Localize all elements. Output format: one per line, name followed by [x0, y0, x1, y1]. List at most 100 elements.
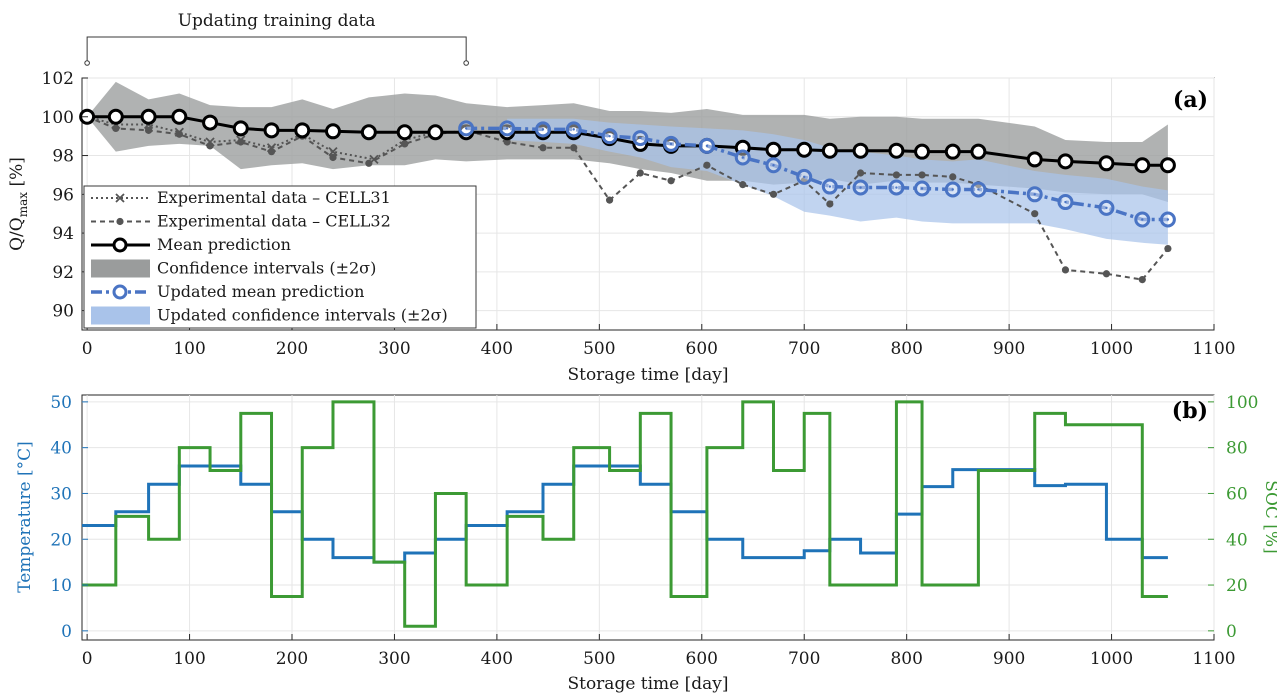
- y-tick-label: 96: [52, 185, 74, 205]
- x-tick-label: 200: [276, 339, 308, 359]
- x-tick-label: 800: [890, 649, 922, 669]
- updated-mean-center: [920, 187, 924, 190]
- cell32-point: [1031, 210, 1039, 218]
- cell32-point: [826, 200, 834, 208]
- x-tick-label: 300: [378, 339, 410, 359]
- updated-mean-center: [669, 142, 673, 146]
- mean-point: [360, 124, 377, 141]
- cell32-point: [769, 190, 778, 198]
- temp-tick-label: 20: [50, 530, 72, 550]
- cell31-point: [328, 147, 338, 157]
- x-tick-label: 100: [173, 339, 205, 359]
- mean-point: [888, 142, 905, 159]
- legend-label: Updated mean prediction: [157, 282, 364, 301]
- legend-label: Mean prediction: [157, 235, 291, 254]
- temp-tick-label: 40: [50, 439, 72, 459]
- cell32-point: [267, 148, 276, 156]
- panel-b-x-ticks: 0 100 200 300 400 500 600 700 800 900 1000 1100: [82, 634, 1236, 669]
- bracket-label: Updating training data: [178, 11, 376, 31]
- cell32-point: [949, 173, 957, 181]
- mean-point: [202, 114, 219, 131]
- x-tick-label: 1000: [1090, 649, 1133, 669]
- panel-b-axes-box: [81, 394, 1215, 641]
- legend-items: Experimental data – CELL31 Experimental d…: [91, 188, 448, 325]
- soc-line: [82, 400, 1168, 628]
- soc-axis-label: SOC [%]: [1261, 480, 1277, 553]
- mean-point: [765, 141, 782, 158]
- updated-mean-center: [1033, 193, 1036, 196]
- panel-a-y-axis-label: Q/Qmax [%]: [7, 157, 30, 251]
- x-tick-label: 1100: [1192, 339, 1235, 359]
- panel-a-label: (a): [1173, 87, 1208, 113]
- legend-marker-cell31: [115, 193, 125, 203]
- updated-mean-center: [639, 136, 642, 140]
- x-tick-label: 500: [583, 339, 615, 359]
- panel-a-plot: 0 100 200 300 400 500 600 700 800 900 1000 1100 909…: [7, 11, 1236, 385]
- soc-tick-label: 40: [1226, 530, 1248, 550]
- mean-point: [294, 122, 311, 139]
- mean-point: [263, 122, 280, 139]
- y-axis-label-main: Q/Q: [7, 217, 27, 251]
- cell32-point: [667, 177, 675, 185]
- updated-mean-line: [466, 126, 1168, 222]
- training-bracket: [84, 36, 469, 66]
- panel-a-x-axis-label: Storage time [day]: [567, 365, 728, 385]
- cell32-point: [918, 171, 926, 179]
- x-tick-label: 0: [82, 649, 93, 669]
- bracket-line: [86, 36, 467, 62]
- panel-b-right-ticks: 0 20 40 60 80 100: [1208, 393, 1258, 642]
- panel-a-lines: [79, 108, 1176, 284]
- x-tick-label: 1000: [1090, 339, 1133, 359]
- temperature-axis-label: Temperature [°C]: [15, 441, 35, 593]
- x-tick-label: 300: [378, 649, 410, 669]
- soc-tick-label: 0: [1226, 622, 1237, 642]
- y-tick-label: 102: [42, 69, 74, 89]
- updated-mean-center: [572, 128, 575, 131]
- legend-label: Confidence intervals (±2σ): [157, 259, 376, 278]
- legend-label: Updated confidence intervals (±2σ): [157, 306, 448, 325]
- mean-point: [427, 124, 444, 141]
- cell32-point: [739, 181, 747, 189]
- updated-mean-center: [1064, 200, 1067, 204]
- y-tick-label: 98: [52, 147, 74, 167]
- panel-a-x-ticks: 0 100 200 300 400 500 600 700 800 900 1000 1100: [82, 324, 1236, 359]
- cell32-point: [1138, 276, 1146, 284]
- updated-mean-center: [1105, 206, 1108, 210]
- bracket-end-right: [463, 60, 469, 66]
- cell32-point: [365, 159, 373, 167]
- legend-marker-umean: [112, 284, 128, 300]
- updated-mean-center: [828, 185, 832, 188]
- x-tick-label: 600: [686, 649, 718, 669]
- mean-point: [821, 142, 838, 159]
- temp-tick-label: 0: [61, 622, 72, 642]
- updated-mean-center: [464, 127, 468, 130]
- mean-point: [107, 108, 124, 125]
- updated-mean-center: [505, 127, 509, 130]
- y-axis-label-unit: [%]: [7, 157, 27, 192]
- cell32-point: [112, 124, 120, 132]
- x-tick-label: 0: [82, 339, 93, 359]
- y-tick-label: 94: [52, 224, 74, 244]
- cell32-point: [1061, 266, 1070, 274]
- updated-mean-center: [977, 188, 980, 191]
- mean-point: [796, 141, 813, 158]
- legend-swatch-uci: [91, 306, 150, 325]
- updated-mean-center: [1141, 218, 1144, 221]
- mean-point: [140, 108, 157, 125]
- cell32-point: [892, 171, 901, 179]
- panel-b-left-ticks: 0 10 20 30 40 50: [50, 393, 88, 642]
- mean-point: [852, 142, 869, 159]
- updated-mean-center: [705, 144, 709, 148]
- mean-point: [1134, 157, 1151, 174]
- cell31-line: [86, 115, 436, 161]
- x-tick-label: 1100: [1192, 649, 1235, 669]
- cell32-point: [401, 140, 409, 148]
- legend: Experimental data – CELL31 Experimental d…: [83, 185, 477, 329]
- cell32-line: [86, 115, 1169, 281]
- y-axis-label-sub: max: [16, 192, 30, 218]
- x-tick-label: 600: [686, 339, 718, 359]
- panel-b-label: (b): [1172, 398, 1208, 424]
- mean-point: [324, 123, 341, 140]
- x-tick-label: 500: [583, 649, 615, 669]
- updated-mean-center: [772, 164, 775, 167]
